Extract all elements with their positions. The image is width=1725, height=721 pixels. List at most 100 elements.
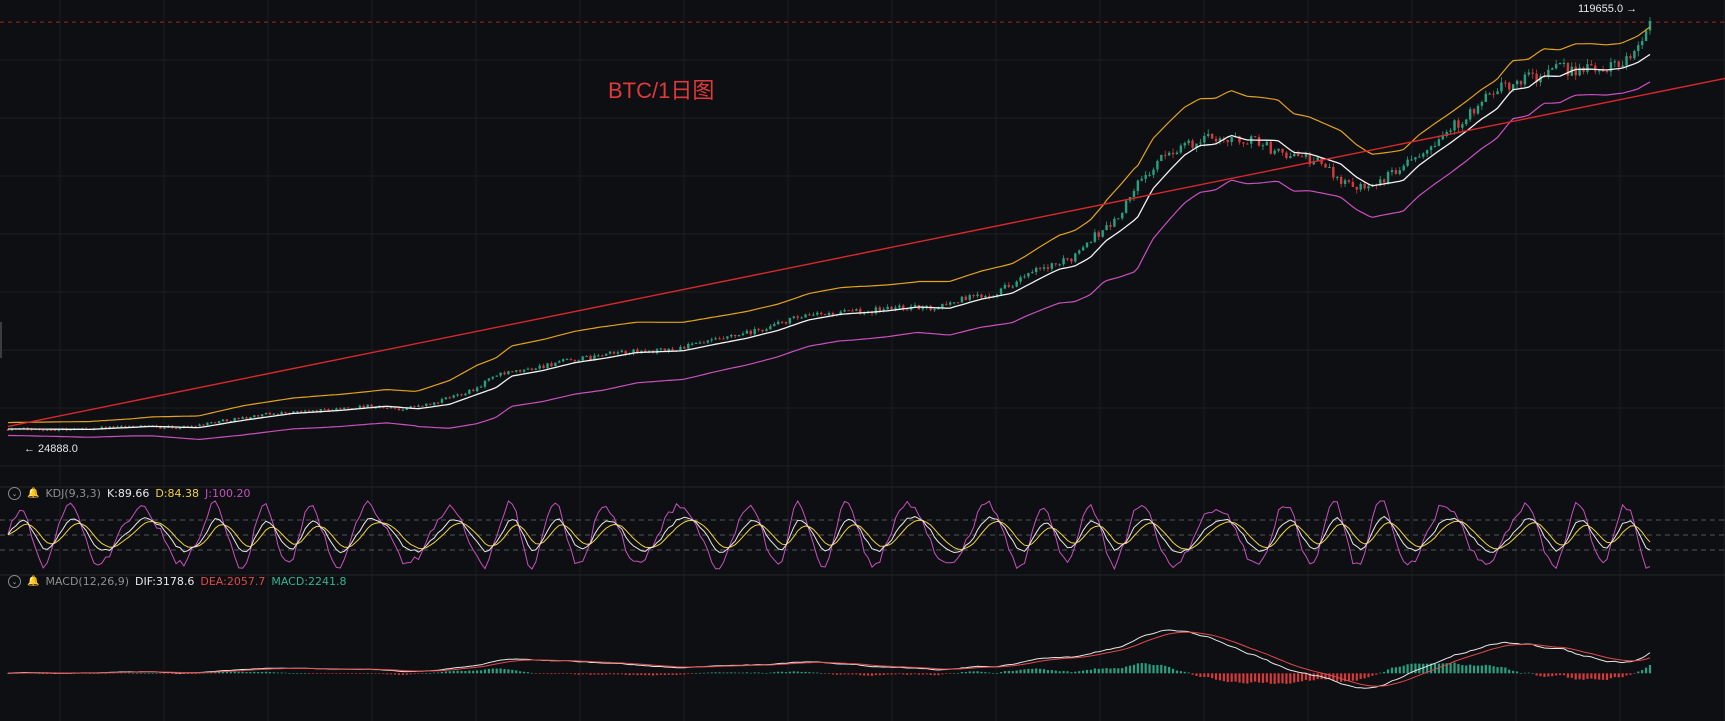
macd-histogram-bar: [1218, 673, 1222, 681]
macd-histogram-bar: [38, 673, 41, 674]
macd-histogram-bar: [565, 673, 569, 674]
macd-histogram-bar: [1203, 673, 1206, 677]
macd-histogram-bar: [1625, 673, 1628, 676]
macd-histogram-bar: [816, 672, 819, 674]
candle-body: [1269, 141, 1272, 154]
macd-histogram-bar: [945, 673, 948, 674]
macd-histogram-bar: [886, 673, 889, 675]
macd-histogram-bar: [1527, 672, 1530, 674]
macd-histogram-bar: [1183, 671, 1186, 674]
macd-histogram-bar: [953, 673, 956, 674]
candle-body: [956, 302, 960, 304]
candle-body: [264, 412, 268, 415]
candle-body: [753, 328, 756, 335]
candle-body: [597, 355, 600, 357]
macd-histogram-bar: [1066, 671, 1069, 674]
panel-resize-handle[interactable]: [0, 322, 2, 358]
high-price-label: 119655.0 →: [1578, 3, 1637, 15]
macd-histogram-bar: [820, 673, 823, 674]
candle-body: [1167, 152, 1171, 156]
macd-histogram-bar: [315, 673, 318, 674]
candle-body: [1050, 263, 1054, 269]
candle-body: [393, 407, 397, 409]
candle-body: [839, 311, 842, 315]
macd-histogram-bar: [77, 673, 80, 674]
support-trendline: [7, 77, 1725, 428]
macd-histogram-bar: [651, 673, 655, 676]
macd-histogram-bar: [1469, 664, 1472, 674]
macd-histogram-bar: [1508, 669, 1511, 674]
macd-name[interactable]: MACD(12,26,9): [45, 575, 129, 588]
macd-histogram-bar: [1234, 673, 1237, 682]
macd-histogram-bar: [163, 673, 166, 674]
candle-body: [233, 417, 236, 422]
macd-histogram-bar: [558, 673, 561, 674]
macd-histogram-bar: [1504, 667, 1507, 674]
candle-body: [120, 426, 123, 428]
chevron-down-icon[interactable]: ⌄: [8, 487, 21, 500]
macd-histogram-bar: [1199, 673, 1202, 678]
candle-body: [374, 407, 377, 409]
macd-histogram-bar: [339, 673, 342, 674]
macd-histogram-bar: [487, 668, 490, 674]
macd-histogram-bar: [1410, 663, 1413, 674]
macd-histogram-bar: [1500, 666, 1503, 674]
macd-histogram-bar: [749, 672, 752, 674]
candle-body: [886, 306, 889, 310]
candle-body: [1304, 153, 1308, 157]
candle-body: [898, 305, 901, 308]
macd-histogram-bar: [1246, 673, 1249, 684]
candle-body: [1523, 74, 1527, 85]
macd-histogram-bar: [589, 673, 592, 675]
macd-histogram-bar: [1031, 668, 1034, 674]
candle-body: [1496, 91, 1499, 95]
macd-histogram-bar: [245, 672, 248, 674]
candle-body: [1640, 40, 1644, 46]
macd-dea-line: [8, 631, 1651, 687]
kdj-name[interactable]: KDJ(9,3,3): [45, 487, 101, 500]
macd-histogram-bar: [839, 673, 842, 675]
macd-histogram-bar: [1168, 666, 1171, 674]
macd-histogram-bar: [1257, 673, 1261, 683]
candle-body: [1085, 242, 1089, 248]
macd-histogram-bar: [366, 673, 369, 674]
macd-histogram-bar: [1480, 665, 1483, 674]
candle-body: [249, 417, 252, 419]
candle-body: [464, 393, 467, 396]
candle-body: [194, 426, 197, 428]
macd-legend: ⌄ 🔔 MACD(12,26,9) DIF:3178.6 DEA:2057.7 …: [8, 575, 347, 588]
candle-body: [632, 349, 635, 354]
bell-icon[interactable]: 🔔: [27, 488, 40, 499]
macd-histogram-bar: [1312, 673, 1315, 681]
macd-histogram-bar: [542, 673, 545, 674]
bell-icon[interactable]: 🔔: [27, 576, 40, 587]
candle-body: [1531, 72, 1534, 74]
macd-dea-value: DEA:2057.7: [200, 575, 266, 588]
macd-histogram-bar: [562, 673, 565, 674]
macd-histogram-bar: [1109, 668, 1112, 674]
macd-histogram-bar: [1191, 673, 1194, 675]
candle-body: [1386, 172, 1390, 183]
macd-histogram-bar: [1445, 663, 1448, 674]
candle-body: [1289, 156, 1292, 159]
candle-body: [780, 321, 784, 323]
macd-histogram-bar: [632, 673, 635, 675]
macd-histogram-bar: [874, 673, 878, 676]
macd-histogram-bar: [159, 673, 162, 674]
macd-histogram-bar: [1195, 673, 1198, 677]
candle-body: [1031, 272, 1034, 274]
candle-body: [421, 405, 424, 407]
candle-body: [1433, 145, 1437, 147]
macd-histogram-bar: [499, 668, 502, 674]
candle-body: [1023, 276, 1026, 278]
candle-body: [429, 403, 432, 405]
macd-histogram-bar: [444, 671, 447, 674]
macd-histogram-bar: [429, 673, 432, 674]
candle-body: [741, 333, 745, 335]
macd-histogram-bar: [624, 673, 627, 675]
macd-histogram-bar: [1453, 662, 1456, 674]
chevron-down-icon[interactable]: ⌄: [8, 575, 21, 588]
candle-body: [124, 426, 127, 428]
candle-body: [1070, 258, 1073, 262]
